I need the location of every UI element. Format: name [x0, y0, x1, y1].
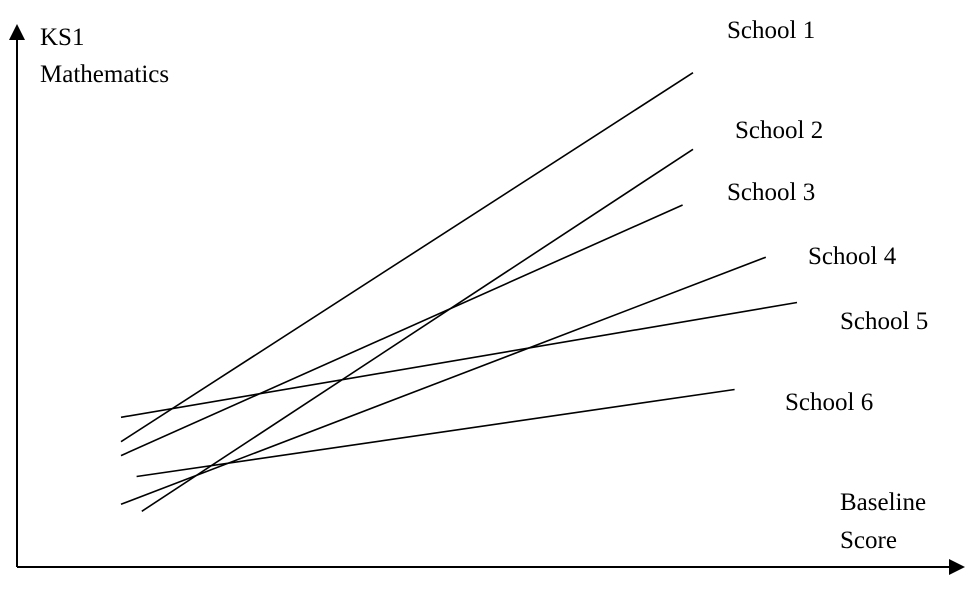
series-label-school-3: School 3	[727, 179, 815, 206]
series-label-school-2: School 2	[735, 117, 823, 144]
x-axis-arrowhead	[949, 559, 965, 575]
y-axis-label-line-2: Mathematics	[40, 61, 169, 88]
series-label-school-5: School 5	[840, 308, 928, 335]
series-line-school-3	[120, 204, 683, 457]
series-line-school-1	[120, 72, 694, 443]
axes	[9, 24, 965, 575]
series-line-school-2	[141, 148, 694, 512]
series-line-school-5	[120, 301, 798, 419]
series-line-school-6	[136, 388, 735, 478]
series-label-school-4: School 4	[808, 243, 897, 270]
y-axis-label-line-1: KS1	[40, 24, 84, 51]
x-axis-label-line-1: Baseline	[840, 489, 926, 516]
series-lines	[120, 72, 798, 512]
series-label-school-1: School 1	[727, 17, 815, 44]
x-axis-label-line-2: Score	[840, 527, 897, 554]
series-line-school-4	[120, 256, 767, 506]
y-axis-arrowhead	[9, 24, 25, 40]
series-label-school-6: School 6	[785, 389, 873, 416]
